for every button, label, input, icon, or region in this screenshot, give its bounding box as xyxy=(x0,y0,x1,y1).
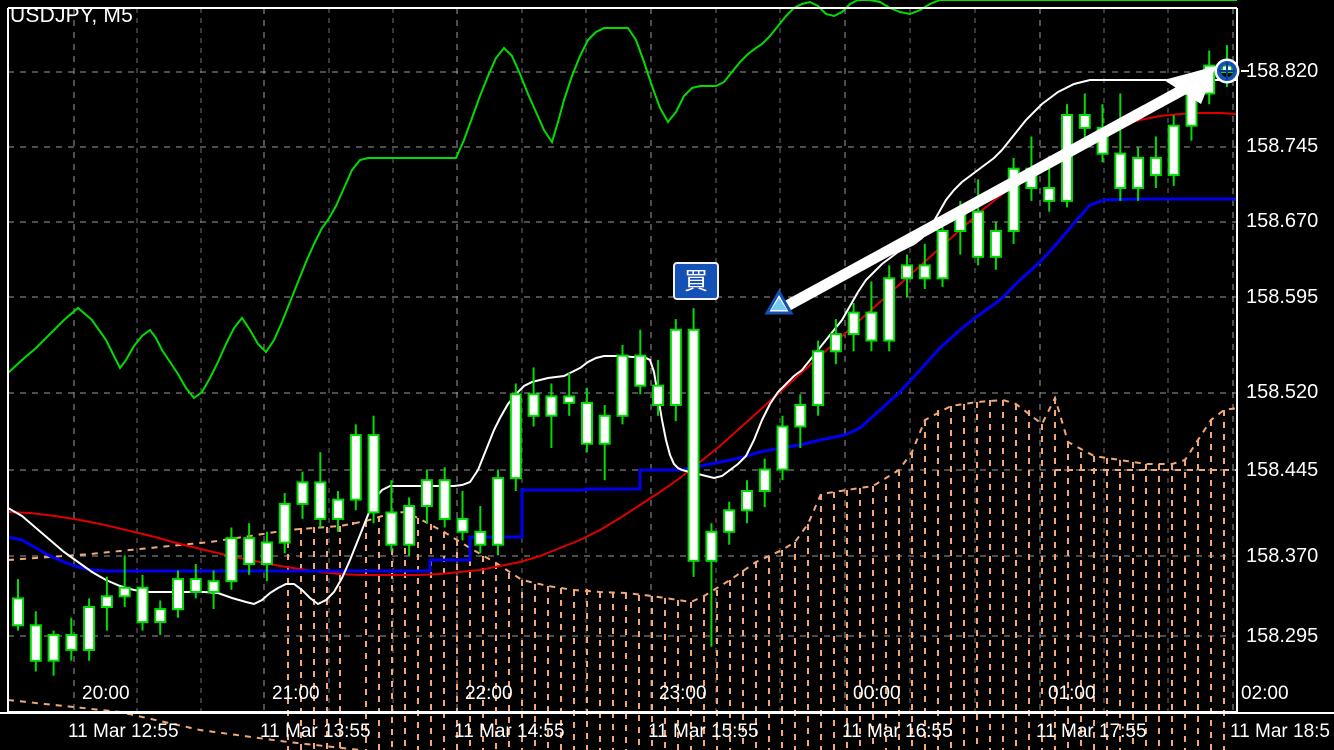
candle-body[interactable] xyxy=(723,509,736,533)
time-tick-label: 01:00 xyxy=(1048,683,1096,704)
candle-body[interactable] xyxy=(1043,187,1056,202)
price-tick-label: 158.520 xyxy=(1246,381,1319,403)
candle-body[interactable] xyxy=(385,511,398,546)
candle-body[interactable] xyxy=(225,537,238,583)
candle-body[interactable] xyxy=(207,580,220,593)
price-tick-label: 158.670 xyxy=(1246,210,1319,232)
price-tick-label: 158.820 xyxy=(1246,60,1319,82)
candle-body[interactable] xyxy=(616,354,629,417)
price-tick-label: 158.370 xyxy=(1246,545,1319,567)
candle-body[interactable] xyxy=(296,481,309,505)
last-price-circle[interactable] xyxy=(1214,58,1249,84)
candle-body[interactable] xyxy=(989,230,1002,258)
candle-body[interactable] xyxy=(403,505,416,546)
candle-body[interactable] xyxy=(172,578,184,611)
candle-body[interactable] xyxy=(456,517,469,533)
senkou-span-b-line xyxy=(7,197,1237,573)
time-tick-label: 22:00 xyxy=(465,683,513,704)
buy-badge[interactable]: 買 xyxy=(673,262,719,300)
candle-body[interactable] xyxy=(812,350,825,406)
candle-body[interactable] xyxy=(100,595,113,608)
candle-body[interactable] xyxy=(260,541,273,565)
trend-arrow[interactable] xyxy=(782,66,1216,312)
time-tick-label: 23:00 xyxy=(659,683,707,704)
candle-body[interactable] xyxy=(918,264,931,280)
candle-body[interactable] xyxy=(474,530,487,546)
date-tick-label: 11 Mar 14:55 xyxy=(454,721,565,742)
candle-body[interactable] xyxy=(154,608,167,623)
candle-body[interactable] xyxy=(865,311,878,342)
candle-body[interactable] xyxy=(847,311,860,336)
price-tick-label: 158.745 xyxy=(1246,135,1319,157)
price-tick-label: 158.595 xyxy=(1246,286,1319,308)
candle-body[interactable] xyxy=(12,597,24,627)
date-tick-label: 11 Mar 16:55 xyxy=(842,721,953,742)
candle-body[interactable] xyxy=(936,230,949,280)
candle-body[interactable] xyxy=(1149,156,1162,177)
candle-body[interactable] xyxy=(652,384,665,407)
candle-body[interactable] xyxy=(687,328,700,562)
candle-body[interactable] xyxy=(83,606,96,651)
grid-vertical-minor xyxy=(136,8,1169,712)
date-tick-label: 11 Mar 18:5 xyxy=(1230,721,1330,742)
date-tick-label: 11 Mar 13:55 xyxy=(260,721,371,742)
price-tick-label: 158.295 xyxy=(1246,625,1319,647)
tenkan-sen-line xyxy=(7,79,1237,606)
price-tick-label: 158.445 xyxy=(1246,459,1319,481)
chikou-span-line xyxy=(7,0,1237,400)
candle-body[interactable] xyxy=(1114,152,1127,190)
candle-body[interactable] xyxy=(563,395,576,404)
candle-body[interactable] xyxy=(758,468,771,492)
candle-body[interactable] xyxy=(189,578,202,593)
candle-body[interactable] xyxy=(47,633,60,662)
chart-border xyxy=(0,7,1334,714)
candle-body[interactable] xyxy=(972,210,985,258)
candle-body[interactable] xyxy=(29,624,42,662)
buy-entry-triangle-icon[interactable] xyxy=(764,288,794,315)
candle-body[interactable] xyxy=(1132,156,1145,189)
candle-body[interactable] xyxy=(901,264,913,280)
candle-body[interactable] xyxy=(705,530,718,562)
candle-body[interactable] xyxy=(741,490,753,512)
candle-body[interactable] xyxy=(314,481,327,520)
candle-body[interactable] xyxy=(509,393,522,480)
candle-body[interactable] xyxy=(669,328,682,406)
date-tick-label: 11 Mar 12:55 xyxy=(68,721,179,742)
candle-body[interactable] xyxy=(829,333,842,353)
candle-body[interactable] xyxy=(420,479,433,508)
time-tick-label: 02:00 xyxy=(1241,683,1289,704)
candle-body[interactable] xyxy=(581,401,593,445)
candle-body[interactable] xyxy=(136,586,149,624)
candle-body[interactable] xyxy=(598,414,611,445)
candle-body[interactable] xyxy=(492,477,505,546)
candle-body[interactable] xyxy=(332,498,345,520)
time-tick-label: 21:00 xyxy=(272,683,320,704)
candle-body[interactable] xyxy=(1007,167,1020,232)
candle-body[interactable] xyxy=(527,393,540,417)
candle-body[interactable] xyxy=(278,502,291,544)
candle-body[interactable] xyxy=(545,395,558,417)
candle-body[interactable] xyxy=(1078,114,1091,129)
date-tick-label: 11 Mar 17:55 xyxy=(1036,721,1147,742)
candle-body[interactable] xyxy=(883,277,896,342)
time-tick-label: 00:00 xyxy=(853,683,901,704)
candle-body[interactable] xyxy=(776,425,789,471)
candle-body[interactable] xyxy=(65,633,78,651)
candle-body[interactable] xyxy=(118,586,131,598)
candle-body[interactable] xyxy=(367,434,380,514)
candle-body[interactable] xyxy=(349,434,362,501)
candle-body[interactable] xyxy=(243,537,256,566)
candle-body[interactable] xyxy=(438,479,451,520)
candle-body[interactable] xyxy=(794,404,807,428)
candle-body[interactable] xyxy=(1167,124,1180,177)
time-tick-label: 20:00 xyxy=(82,683,130,704)
date-tick-label: 11 Mar 15:55 xyxy=(648,721,759,742)
candle-body[interactable] xyxy=(634,354,647,387)
